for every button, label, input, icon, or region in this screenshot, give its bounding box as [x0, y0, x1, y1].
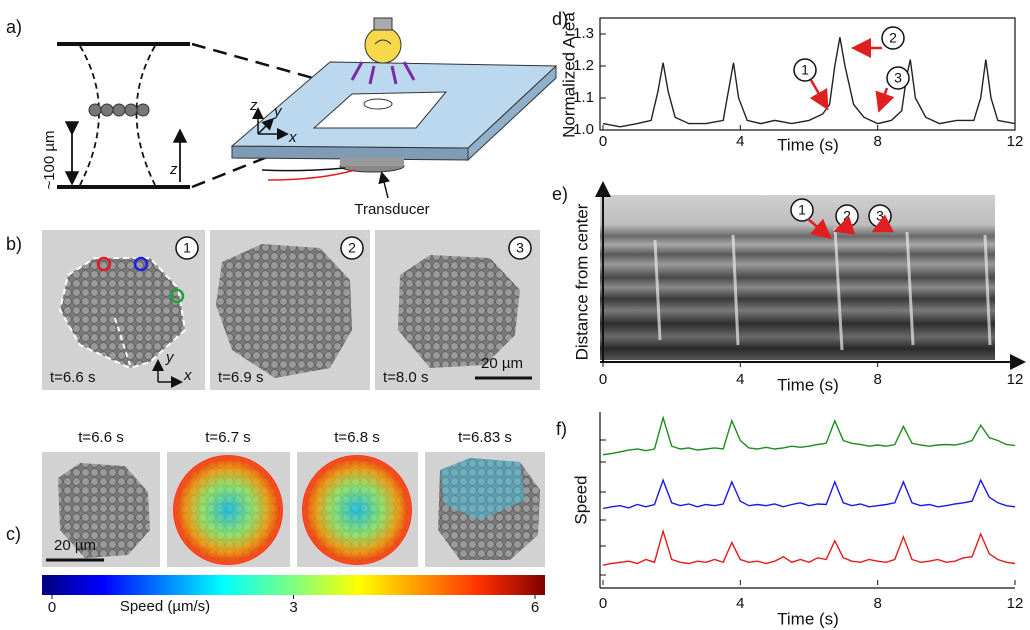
x-tick-label: 12 [1007, 133, 1024, 150]
marker-circle [886, 66, 910, 90]
area-line [602, 37, 1016, 128]
x-tick-label: 4 [736, 133, 744, 150]
panel-d: Normalized Area Time (s) [559, 12, 1016, 154]
panel-label: a) [6, 17, 22, 37]
frame-time: t=6.7 s [205, 429, 250, 446]
z-label: z [169, 161, 178, 178]
colorbar-tick-label: 6 [531, 599, 539, 616]
y-tick-label: 1.3 [573, 25, 594, 42]
speed-line [602, 528, 1016, 566]
panel-e: Distance from center Time (s) [572, 181, 1026, 394]
frame-time: t=6.8 s [334, 429, 379, 446]
pointer-arrow [875, 87, 895, 113]
speed-line [602, 478, 1016, 510]
frame-marker: 2 [348, 240, 356, 256]
axis-label: y [165, 349, 175, 366]
axis-label: x [288, 129, 297, 146]
panel-label: f) [556, 419, 567, 439]
axis-label: z [249, 97, 258, 114]
axis-label: x [183, 367, 192, 384]
frame-time: t=6.6 s [50, 369, 95, 386]
marker-label: 3 [894, 70, 902, 86]
x-tick-label: 8 [873, 133, 881, 150]
speed-line [602, 415, 1016, 456]
x-tick-label: 0 [599, 371, 607, 388]
marker-label: 1 [801, 62, 809, 78]
colorbar-tick-label: 3 [289, 599, 297, 616]
gap-label: ~100 µm [41, 130, 58, 189]
y-tick-label: 1.1 [573, 89, 594, 106]
panel-label: e) [552, 184, 568, 204]
panel-label: c) [6, 524, 21, 544]
marker-label: 1 [798, 202, 806, 218]
x-tick-label: 0 [599, 133, 607, 150]
y-axis-label: Distance from center [572, 203, 591, 360]
colorbar [42, 575, 545, 595]
scale-bar-label: 20 µm [481, 355, 523, 372]
x-tick-label: 8 [873, 595, 881, 612]
marker-label: 3 [876, 208, 884, 224]
marker-label: 2 [843, 208, 851, 224]
y-tick-label: 1.2 [573, 57, 594, 74]
panel-b: y x 20 µm 1 2 3 t=6.6 s t=6.9 s t=8.0 s [42, 230, 540, 390]
frame-marker: 1 [183, 240, 191, 256]
x-tick-label: 12 [1007, 595, 1024, 612]
panel-f: Speed Time (s) [571, 412, 1015, 628]
panel-label: d) [552, 9, 568, 29]
pointer-arrow [833, 215, 856, 235]
panel-c: t=6.6 s t=6.7 s t=6.8 s t=6.83 s 20 µm S… [42, 429, 545, 615]
frame-time: t=6.6 s [78, 429, 123, 446]
colorbar-tick-label: 0 [48, 599, 56, 616]
frame-marker: 3 [516, 240, 524, 256]
x-tick-label: 0 [599, 595, 607, 612]
x-axis-label: Time (s) [777, 135, 839, 154]
pointer-arrow [809, 79, 829, 111]
x-tick-label: 12 [1007, 371, 1024, 388]
pointer-arrow [871, 214, 894, 233]
axis-label: y [273, 103, 283, 120]
marker-circle [790, 198, 814, 222]
transducer-label: Transducer [354, 201, 429, 218]
scale-bar-label: 20 µm [54, 537, 96, 554]
y-axis-label: Normalized Area [559, 12, 578, 138]
x-axis-label: Time (s) [777, 609, 839, 628]
x-axis-label: Time (s) [777, 375, 839, 394]
y-axis-label: Speed [571, 475, 590, 524]
x-tick-label: 8 [873, 371, 881, 388]
panel-a: ~100 µm z Transducer z y x [41, 17, 558, 218]
frame-time: t=6.83 s [458, 429, 512, 446]
pointer-arrow [807, 218, 832, 240]
frame-time: t=8.0 s [383, 369, 428, 386]
marker-circle [793, 58, 817, 82]
panel-label: b) [6, 234, 22, 254]
marker-label: 2 [889, 30, 897, 46]
colorbar-label: Speed (µm/s) [120, 598, 210, 615]
x-tick-label: 4 [736, 371, 744, 388]
frame-time: t=6.9 s [218, 369, 263, 386]
marker-circle [881, 26, 905, 50]
y-tick-label: 1.0 [573, 121, 594, 138]
x-tick-label: 4 [736, 595, 744, 612]
